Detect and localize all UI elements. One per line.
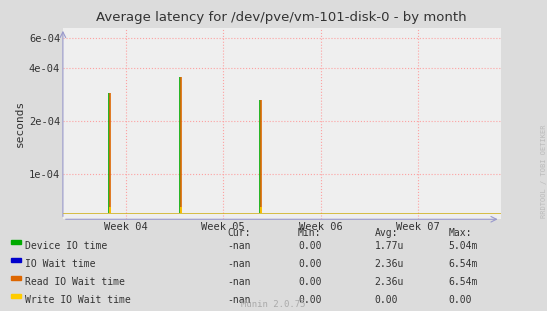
Text: 0.00: 0.00 (298, 295, 322, 305)
Text: 6.54m: 6.54m (449, 259, 478, 269)
Text: -nan: -nan (227, 295, 251, 305)
Text: Max:: Max: (449, 228, 472, 238)
Text: Min:: Min: (298, 228, 322, 238)
Text: -nan: -nan (227, 259, 251, 269)
Text: -nan: -nan (227, 277, 251, 287)
Text: 2.36u: 2.36u (375, 277, 404, 287)
Text: 6.54m: 6.54m (449, 277, 478, 287)
Text: -nan: -nan (227, 241, 251, 251)
Text: 0.00: 0.00 (298, 259, 322, 269)
Text: Munin 2.0.75: Munin 2.0.75 (241, 299, 306, 309)
Text: Cur:: Cur: (227, 228, 251, 238)
Text: Device IO time: Device IO time (25, 241, 107, 251)
Text: 0.00: 0.00 (449, 295, 472, 305)
Text: IO Wait time: IO Wait time (25, 259, 96, 269)
Text: 0.00: 0.00 (375, 295, 398, 305)
Text: 2.36u: 2.36u (375, 259, 404, 269)
Text: Avg:: Avg: (375, 228, 398, 238)
Text: 0.00: 0.00 (298, 241, 322, 251)
Text: RRDTOOL / TOBI OETIKER: RRDTOOL / TOBI OETIKER (542, 124, 547, 218)
Text: Read IO Wait time: Read IO Wait time (25, 277, 125, 287)
Y-axis label: seconds: seconds (15, 100, 25, 147)
Title: Average latency for /dev/pve/vm-101-disk-0 - by month: Average latency for /dev/pve/vm-101-disk… (96, 11, 467, 24)
Text: Write IO Wait time: Write IO Wait time (25, 295, 131, 305)
Text: 0.00: 0.00 (298, 277, 322, 287)
Text: 5.04m: 5.04m (449, 241, 478, 251)
Text: 1.77u: 1.77u (375, 241, 404, 251)
